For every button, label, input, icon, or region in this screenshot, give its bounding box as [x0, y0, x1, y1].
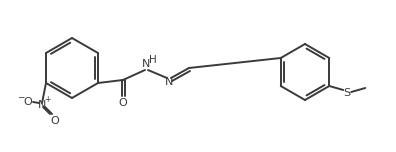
Text: O: O: [24, 97, 32, 107]
Text: N: N: [38, 100, 46, 110]
Text: S: S: [344, 88, 351, 98]
Text: O: O: [119, 98, 128, 108]
Text: +: +: [44, 95, 50, 104]
Text: O: O: [51, 116, 59, 126]
Text: N: N: [165, 77, 173, 87]
Text: N: N: [142, 59, 150, 69]
Text: H: H: [149, 55, 157, 65]
Text: −: −: [17, 93, 25, 102]
